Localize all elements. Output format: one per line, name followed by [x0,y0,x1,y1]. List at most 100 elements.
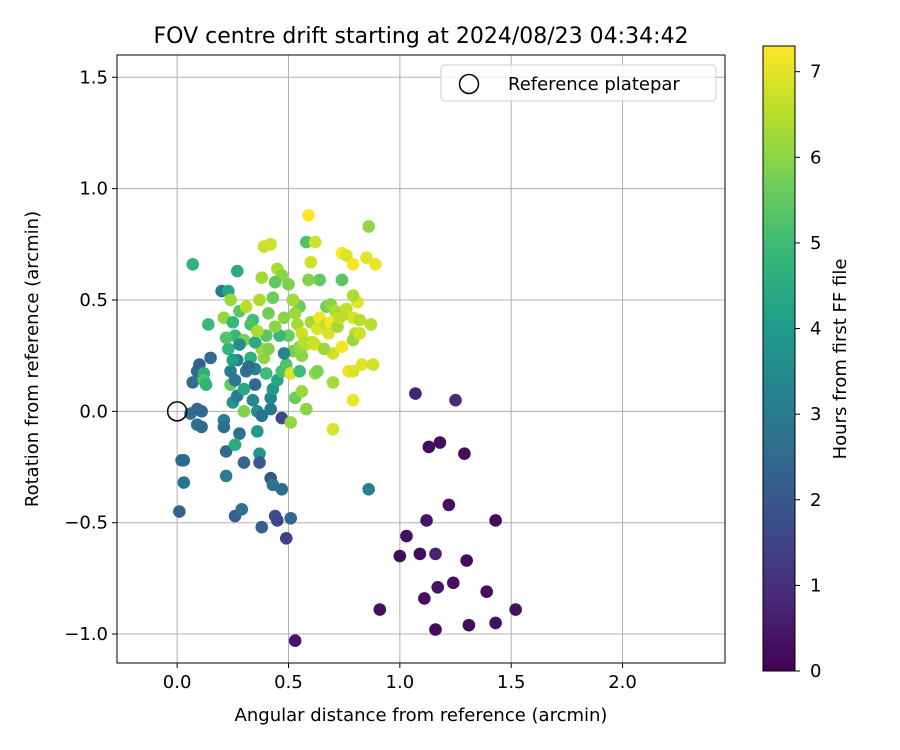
legend: Reference platepar [440,64,717,102]
y-tick-label: 1.0 [79,179,108,200]
scatter-point [462,618,476,632]
legend-marker-reference [458,73,480,95]
scatter-point [306,335,320,349]
colorbar-ticks: 0 1 2 3 4 5 6 7 [795,62,821,682]
scatter-point [253,456,266,469]
colorbar-tick-label: 6 [810,147,821,168]
x-tick-label: 2.0 [608,672,637,693]
scatter-point [177,476,191,489]
scatter-point [279,531,293,545]
colorbar-tick-label: 0 [810,661,821,682]
scatter-point [366,358,380,371]
scatter-point [340,249,353,262]
data-points [166,209,522,648]
scatter-point [233,338,246,351]
scatter-point [282,329,295,342]
scatter-point [297,335,311,349]
scatter-point [186,258,200,271]
scatter-point [199,378,213,391]
scatter-point [233,427,246,440]
scatter-point [326,422,340,436]
colorbar-tick-label: 3 [810,404,821,425]
scatter-point [288,634,302,648]
scatter-point [268,320,282,334]
scatter-point [217,420,231,434]
scatter-point [219,331,233,345]
scatter-point [373,603,387,616]
scatter-point [429,547,442,561]
y-axis-label: Rotation from reference (arcmin) [22,211,43,507]
scatter-point [284,416,298,429]
scatter-point [255,409,269,423]
reference-platepar-marker [166,401,188,422]
scatter-point [409,387,422,400]
scatter-point [369,258,382,271]
scatter-point [237,456,251,469]
scatter-point [393,549,407,563]
scatter-point [449,393,462,407]
scatter-point [226,315,240,329]
scatter-point [195,420,208,434]
colorbar-tick-label: 7 [810,62,821,83]
scatter-point [248,335,262,349]
scatter-point [268,275,282,289]
scatter-point [317,342,331,356]
y-tick-label: 1.5 [79,67,108,88]
scatter-point [262,307,275,320]
scatter-point [302,273,315,287]
scatter-point [248,378,262,391]
scatter-point [489,514,502,527]
scatter-point [259,367,273,380]
scatter-point [362,220,375,233]
x-axis-ticks: 0.0 0.5 1.0 1.5 2.0 [163,663,637,693]
scatter-point [400,529,413,543]
scatter-point [228,438,242,452]
scatter-point [442,498,456,512]
scatter-point [308,235,322,249]
scatter-point [335,273,349,287]
colorbar-tick-label: 4 [810,319,821,340]
scatter-point [413,547,427,561]
scatter-point [304,255,318,269]
scatter-point [418,592,431,605]
scatter-point [489,616,502,630]
y-tick-label: −1.0 [64,624,108,645]
scatter-point [346,364,360,378]
scatter-point [300,235,313,249]
scatter-point [230,264,244,278]
scatter-point [219,469,233,483]
scatter-point [346,393,360,407]
scatter-point [186,376,200,389]
scatter-point [429,623,442,636]
legend-box [440,64,717,102]
scatter-point [300,402,313,416]
scatter-point [242,360,255,374]
scatter-point [353,327,367,340]
scatter-point [277,311,291,325]
scatter-point [433,436,447,449]
scatter-point [362,482,375,496]
x-tick-label: 0.0 [163,672,192,693]
scatter-point [222,342,235,356]
scatter-point [346,258,360,271]
scatter-point [253,447,266,460]
scatter-point [420,514,433,527]
chart-title: FOV centre drift starting at 2024/08/23 … [154,24,689,49]
scatter-point [311,364,324,378]
scatter-point [460,554,473,567]
y-tick-label: −0.5 [64,513,108,534]
scatter-point [458,447,471,460]
scatter-point [335,340,349,354]
scatter-point [226,353,240,367]
colorbar-tick-label: 1 [810,575,821,596]
scatter-point [262,342,275,356]
scatter-point [237,405,251,418]
scatter-point [364,318,378,331]
scatter-point [195,405,208,418]
scatter-point [284,511,298,525]
scatter-point [271,514,284,527]
scatter-point [202,318,215,331]
scatter-point [480,585,493,599]
scatter-point [264,238,277,251]
